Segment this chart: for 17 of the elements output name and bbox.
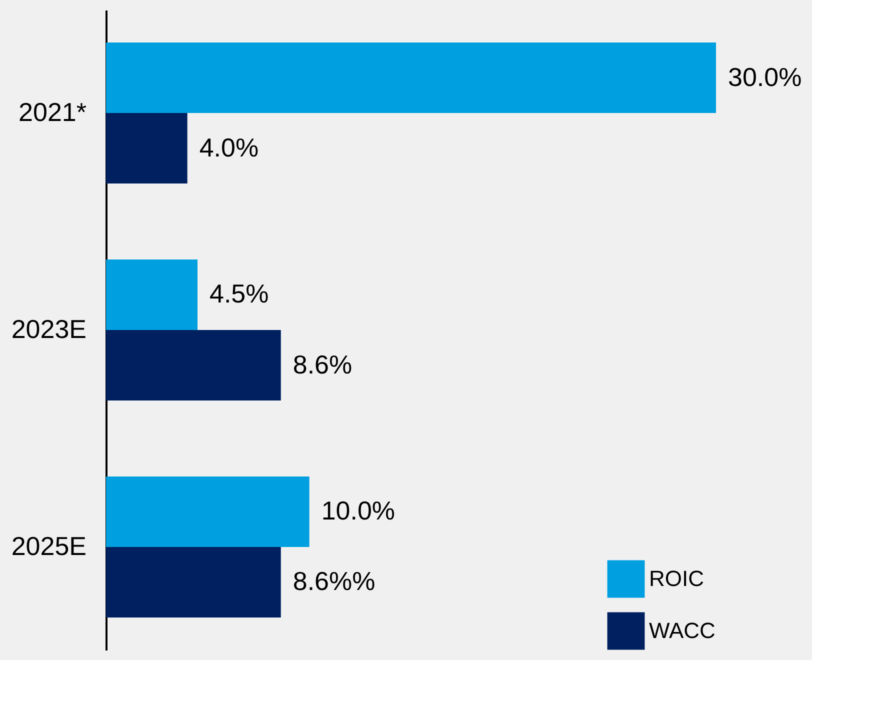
data-label: 4.5% [210, 278, 269, 309]
legend-label: ROIC [649, 566, 704, 591]
data-label: 8.6%% [292, 566, 376, 596]
y-tick-label: 2025E [11, 530, 86, 561]
legend-label: WACC [649, 618, 716, 643]
bar [106, 330, 281, 401]
data-label: 4.0% [199, 132, 259, 162]
bar [106, 42, 716, 114]
data-label: 30.0% [728, 62, 802, 92]
bar [106, 476, 310, 547]
bar [106, 113, 188, 184]
y-tick-label: 2023E [11, 314, 86, 344]
data-label: 8.6% [292, 349, 352, 380]
bar [106, 259, 198, 330]
data-label: 10.0% [321, 496, 396, 526]
bar [106, 546, 281, 618]
y-tick-label: 2021* [18, 97, 86, 128]
